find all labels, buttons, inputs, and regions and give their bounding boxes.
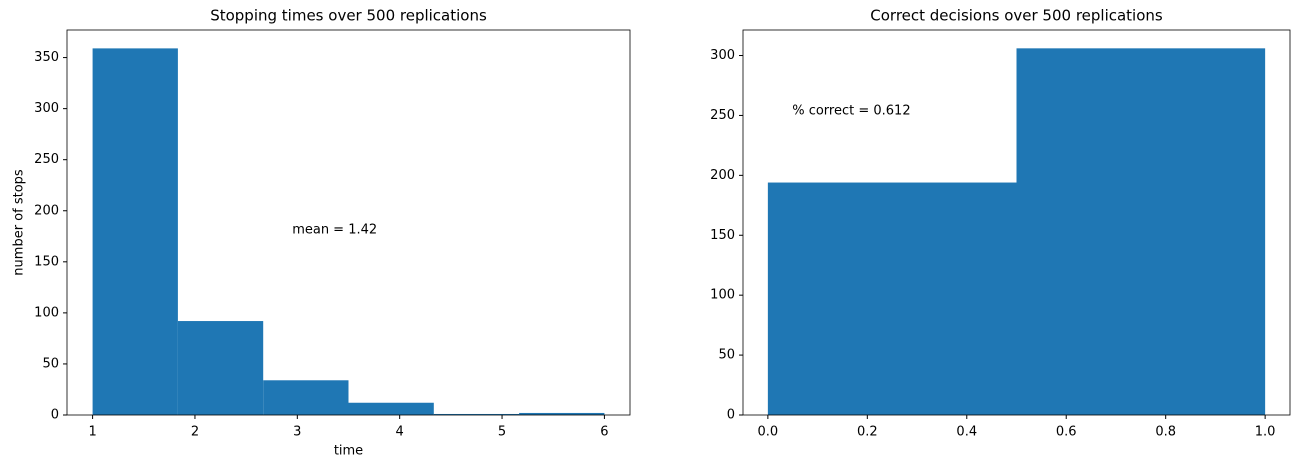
x-tick-label: 0.4: [956, 425, 977, 440]
y-tick-label: 300: [34, 101, 59, 116]
bar: [767, 182, 1017, 415]
y-axis-label: number of stops: [12, 169, 27, 276]
x-axis-label: time: [334, 444, 363, 459]
bar: [1016, 48, 1266, 415]
y-tick-label: 200: [710, 168, 735, 183]
chart-title: Stopping times over 500 replications: [210, 7, 487, 25]
y-tick-label: 50: [718, 348, 735, 363]
x-tick-label: 2: [191, 425, 199, 440]
y-tick-label: 0: [51, 408, 59, 423]
bar: [263, 380, 349, 415]
bar: [177, 321, 264, 415]
x-tick-label: 1: [88, 425, 96, 440]
bar: [92, 48, 178, 416]
x-tick-label: 3: [293, 425, 301, 440]
bar: [433, 413, 520, 415]
bar: [519, 412, 605, 415]
y-tick-label: 350: [34, 50, 59, 65]
y-tick-label: 150: [34, 254, 59, 269]
x-tick-label: 1.0: [1255, 425, 1276, 440]
y-tick-label: 100: [710, 288, 735, 303]
x-tick-label: 6: [600, 425, 608, 440]
y-tick-label: 300: [710, 48, 735, 63]
axes-frame: [66, 29, 631, 416]
x-tick-label: 4: [396, 425, 404, 440]
x-tick-label: 0.0: [758, 425, 779, 440]
x-tick-label: 0.8: [1155, 425, 1176, 440]
y-tick-label: 250: [710, 108, 735, 123]
y-tick-label: 200: [34, 203, 59, 218]
annotation: % correct = 0.612: [792, 103, 910, 118]
bar: [348, 402, 434, 415]
y-tick-label: 0: [727, 408, 735, 423]
annotation: mean = 1.42: [292, 223, 377, 238]
x-tick-label: 5: [498, 425, 506, 440]
y-tick-label: 250: [34, 152, 59, 167]
y-tick-label: 150: [710, 228, 735, 243]
y-tick-label: 100: [34, 305, 59, 320]
axes-frame: [742, 29, 1291, 416]
y-tick-label: 50: [42, 356, 59, 371]
x-tick-label: 0.6: [1056, 425, 1077, 440]
x-tick-label: 0.2: [857, 425, 878, 440]
chart-title: Correct decisions over 500 replications: [870, 7, 1163, 25]
